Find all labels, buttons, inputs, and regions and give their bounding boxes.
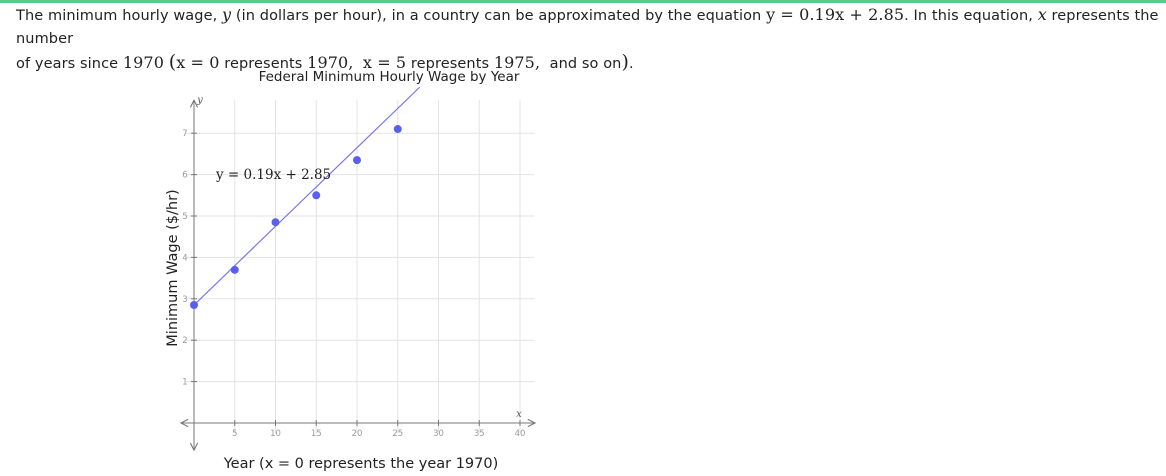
y-tick-label: 2 (182, 336, 187, 346)
data-point (230, 265, 239, 274)
x-tick-label: 5 (232, 429, 237, 439)
data-point (190, 301, 198, 310)
x-equals-5: x = 5 (362, 53, 407, 72)
variable-x: x (1037, 5, 1047, 24)
problem-text: of years since (16, 56, 123, 72)
gridlines (185, 100, 535, 434)
y-axis-title: Minimum Wage ($/hr) (165, 189, 181, 346)
x-tick-label: 25 (392, 429, 403, 439)
problem-text: represents the number (16, 8, 1159, 47)
problem-statement: The minimum hourly wage, y (in dollars p… (16, 3, 1162, 76)
problem-text: and so on (549, 56, 622, 72)
variable-y: y (222, 5, 232, 24)
x-tick-label: 40 (515, 429, 526, 439)
data-points (190, 125, 402, 310)
data-point (353, 156, 361, 165)
problem-text: represents (406, 56, 494, 72)
y-tick-label: 6 (182, 171, 187, 181)
trend-line (193, 86, 421, 306)
x-axis-letter: x (516, 409, 522, 420)
data-point (312, 191, 321, 200)
year-1970: 1970 (122, 53, 164, 72)
problem-text: represents (219, 56, 308, 72)
x-tick-label: 10 (270, 429, 281, 439)
y-tick-label: 5 (182, 212, 187, 222)
y-tick-label: 3 (182, 295, 187, 305)
year-1970-b: 1970, (307, 53, 354, 72)
problem-text: The minimum hourly wage, (16, 8, 223, 24)
trend-line-layer (193, 86, 421, 306)
paren-open: ( (168, 51, 177, 73)
paren-close: ) (621, 51, 629, 73)
x-tick-label: 15 (311, 429, 322, 439)
chart-title: Federal Minimum Hourly Wage by Year (259, 69, 520, 85)
x-axis-title: Year (x = 0 represents the year 1970) (223, 456, 499, 472)
y-tick-label: 1 (182, 378, 187, 388)
y-tick-label: 4 (182, 253, 187, 263)
tick-labels: 5 10 15 20 25 30 35 40 1 2 3 4 5 6 7 (182, 129, 525, 439)
trend-line-equation-label: y = 0.19x + 2.85 (215, 167, 331, 183)
data-point (271, 218, 280, 227)
problem-text: (in dollars per hour), in a country can … (231, 8, 767, 24)
y-tick-label: 7 (182, 129, 187, 139)
x-equals-0: x = 0 (176, 53, 220, 72)
x-tick-label: 35 (474, 429, 485, 439)
problem-text: . In this equation, (904, 8, 1038, 24)
axes (182, 101, 534, 449)
x-tick-label: 20 (352, 429, 363, 439)
year-1975: 1975, (493, 53, 541, 72)
problem-text: . (628, 56, 634, 72)
equation-inline: y = 0.19x + 2.85 (766, 5, 905, 24)
data-point (393, 125, 402, 134)
top-accent-rule (0, 0, 1166, 3)
x-tick-label: 30 (433, 429, 444, 439)
y-axis-letter: y (196, 95, 203, 106)
